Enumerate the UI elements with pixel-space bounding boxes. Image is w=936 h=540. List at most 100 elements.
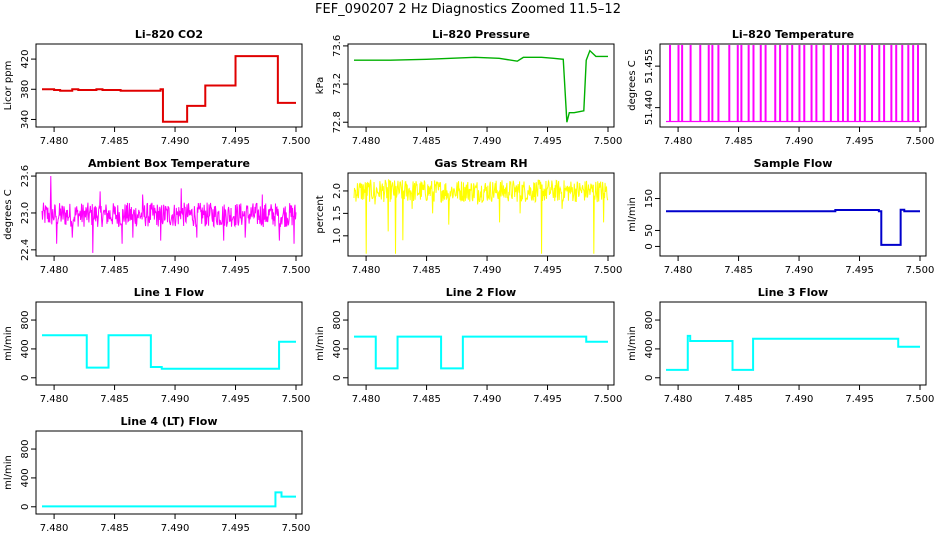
panel-title: Li–820 CO2 xyxy=(135,28,203,41)
panel-title: Line 3 Flow xyxy=(758,286,828,299)
series-line xyxy=(41,176,297,253)
plot-frame xyxy=(35,430,303,515)
x-tick-label: 7.480 xyxy=(352,265,381,276)
x-tick-label: 7.490 xyxy=(785,394,814,405)
y-tick-label: 23.6 xyxy=(20,165,31,187)
y-tick-label: 73.6 xyxy=(332,35,343,57)
x-tick-label: 7.485 xyxy=(724,136,753,147)
panel-title: Line 2 Flow xyxy=(446,286,516,299)
panel-title: Li–820 Temperature xyxy=(732,28,854,41)
y-tick-label: 0 xyxy=(20,375,31,381)
y-tick-label: 340 xyxy=(20,110,31,129)
x-tick-label: 7.485 xyxy=(100,523,129,534)
y-tick-label: 380 xyxy=(20,80,31,99)
panel-title: Sample Flow xyxy=(754,157,833,170)
x-tick-label: 7.500 xyxy=(906,265,935,276)
x-tick-label: 7.485 xyxy=(724,394,753,405)
y-tick-label: 0 xyxy=(20,504,31,510)
y-axis-label: ml/min xyxy=(627,326,638,361)
series-line xyxy=(353,178,609,254)
y-tick-label: 2.0 xyxy=(332,183,343,199)
y-tick-label: 0 xyxy=(644,243,655,249)
y-tick-label: 800 xyxy=(20,310,31,329)
y-tick-label: 400 xyxy=(332,339,343,358)
x-tick-label: 7.495 xyxy=(533,136,562,147)
x-tick-label: 7.495 xyxy=(845,265,874,276)
y-tick-label: 800 xyxy=(20,439,31,458)
series-line xyxy=(666,45,920,123)
x-tick-label: 7.480 xyxy=(40,136,69,147)
x-tick-label: 7.480 xyxy=(40,394,69,405)
y-tick-label: 800 xyxy=(644,310,655,329)
y-axis-label: kPa xyxy=(315,77,326,95)
plot-frame xyxy=(35,172,303,257)
x-tick-label: 7.485 xyxy=(100,394,129,405)
y-tick-label: 400 xyxy=(20,339,31,358)
x-tick-label: 7.485 xyxy=(100,136,129,147)
y-tick-label: 0 xyxy=(332,375,343,381)
y-axis-label: ml/min xyxy=(3,326,14,361)
y-axis-label: ml/min xyxy=(315,326,326,361)
x-tick-label: 7.495 xyxy=(221,523,250,534)
x-tick-label: 7.495 xyxy=(221,136,250,147)
y-axis-label: ml/min xyxy=(627,197,638,232)
y-tick-label: 400 xyxy=(20,468,31,487)
x-tick-label: 7.495 xyxy=(533,265,562,276)
x-tick-label: 7.490 xyxy=(473,265,502,276)
x-tick-label: 7.480 xyxy=(664,394,693,405)
y-tick-label: 72.8 xyxy=(332,111,343,133)
plot-frame xyxy=(659,43,927,128)
series-line xyxy=(666,334,920,371)
series-line xyxy=(42,334,296,370)
x-tick-label: 7.490 xyxy=(161,523,190,534)
y-tick-label: 0 xyxy=(644,375,655,381)
x-tick-label: 7.495 xyxy=(845,136,874,147)
plot-frame xyxy=(347,172,615,257)
panel-title: Line 4 (LT) Flow xyxy=(121,415,218,428)
figure-title: FEF_090207 2 Hz Diagnostics Zoomed 11.5–… xyxy=(315,2,621,17)
x-tick-label: 7.500 xyxy=(282,394,311,405)
plot-frame xyxy=(35,301,303,386)
x-tick-label: 7.500 xyxy=(906,394,935,405)
y-tick-label: 420 xyxy=(20,50,31,69)
x-tick-label: 7.485 xyxy=(724,265,753,276)
x-tick-label: 7.495 xyxy=(221,265,250,276)
x-tick-label: 7.500 xyxy=(282,523,311,534)
panel-title: Li–820 Pressure xyxy=(432,28,530,41)
x-tick-label: 7.490 xyxy=(161,136,190,147)
panel-title: Ambient Box Temperature xyxy=(88,157,250,170)
y-tick-label: 150 xyxy=(644,189,655,208)
x-tick-label: 7.500 xyxy=(282,265,311,276)
plot-frame xyxy=(35,43,303,128)
y-tick-label: 51.440 xyxy=(644,90,655,125)
panel-title: Gas Stream RH xyxy=(434,157,527,170)
y-axis-label: degrees C xyxy=(627,60,638,110)
y-axis-label: percent xyxy=(315,195,326,233)
y-tick-label: 1.0 xyxy=(332,228,343,244)
plot-frame xyxy=(659,301,927,386)
x-tick-label: 7.485 xyxy=(100,265,129,276)
x-tick-label: 7.490 xyxy=(161,394,190,405)
x-tick-label: 7.490 xyxy=(473,136,502,147)
x-tick-label: 7.490 xyxy=(473,394,502,405)
x-tick-label: 7.500 xyxy=(594,265,623,276)
x-tick-label: 7.500 xyxy=(594,394,623,405)
x-tick-label: 7.480 xyxy=(352,394,381,405)
plot-frame xyxy=(659,172,927,257)
y-tick-label: 800 xyxy=(332,310,343,329)
series-line xyxy=(42,491,296,508)
y-tick-label: 50 xyxy=(644,224,655,237)
y-tick-label: 51.455 xyxy=(644,49,655,84)
series-line xyxy=(354,335,608,370)
x-tick-label: 7.500 xyxy=(282,136,311,147)
plot-frame xyxy=(347,43,615,128)
x-tick-label: 7.495 xyxy=(533,394,562,405)
x-tick-label: 7.490 xyxy=(785,136,814,147)
x-tick-label: 7.495 xyxy=(221,394,250,405)
series-line xyxy=(666,208,920,246)
x-tick-label: 7.485 xyxy=(412,394,441,405)
y-axis-label: Licor ppm xyxy=(3,61,14,111)
y-tick-label: 1.5 xyxy=(332,205,343,221)
